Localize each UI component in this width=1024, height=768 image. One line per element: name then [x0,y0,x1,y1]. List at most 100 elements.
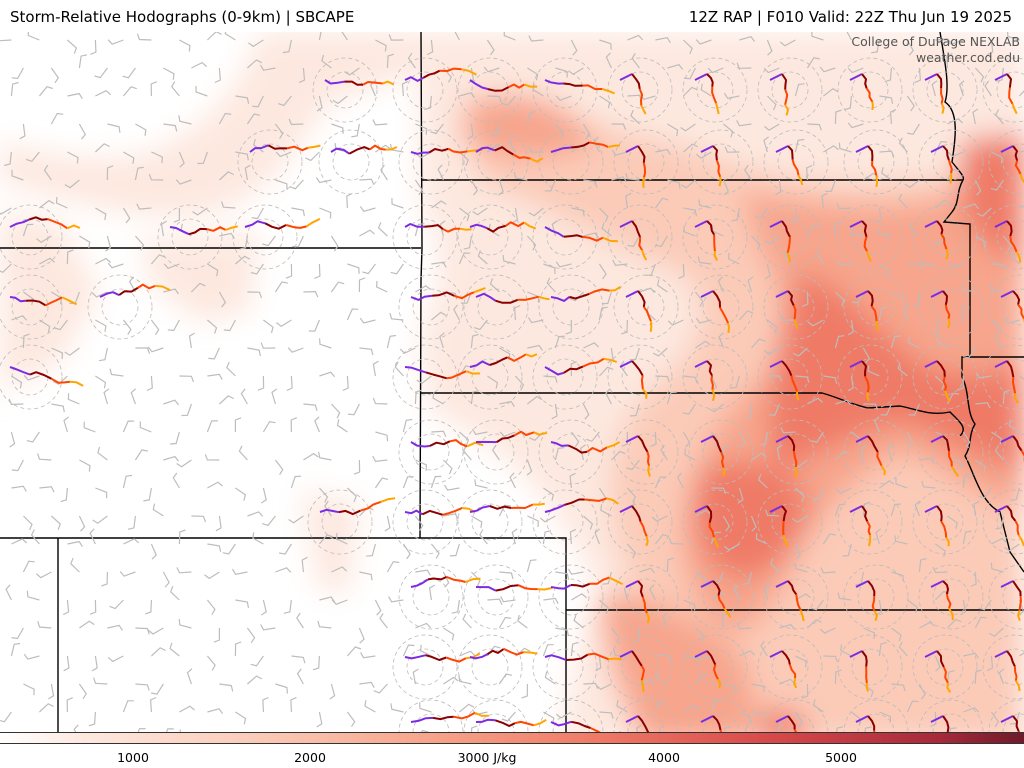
wind-barb [218,291,227,308]
wind-barb [275,567,292,573]
hodograph-trace [169,226,190,236]
hodograph-range-ring [171,218,209,256]
wind-barb [598,366,614,377]
hodograph-trace [711,389,716,402]
wind-barb [206,599,216,615]
hodograph-trace [404,654,426,660]
wind-barb [207,373,223,380]
hodograph-range-ring [621,71,659,109]
hodograph-trace [936,73,943,89]
wind-barb [802,291,809,307]
wind-barb [491,444,500,461]
wind-barb [431,430,447,438]
wind-barb [754,207,768,219]
wind-barb [526,111,537,125]
wind-barb [135,627,150,635]
hodograph-trace [382,80,394,86]
wind-barb [483,66,500,73]
wind-barb [95,319,107,332]
wind-barb [359,317,376,324]
wind-barb [176,459,192,468]
map-panel[interactable]: College of DuPage NEXLAB weather.cod.edu [0,32,1024,744]
hodograph-trace [619,73,633,81]
hodograph-trace [410,294,433,301]
hodograph-trace [849,360,863,368]
hodograph-trace [45,296,63,307]
hodograph-range-ring [1002,578,1024,616]
hodograph-range-ring [552,288,590,326]
wind-barb [710,375,718,392]
wind-barb [621,432,628,447]
hodograph-trace [924,505,938,513]
wind-barb [288,118,304,126]
hodograph-trace [47,218,68,230]
hodograph-trace [442,507,463,516]
wind-barb [502,254,516,265]
wind-barb [26,431,40,443]
wind-barb [163,123,178,132]
hodograph-trace [700,580,714,588]
hodograph-trace [637,715,650,734]
map-canvas[interactable] [0,32,1024,744]
hodograph-trace [582,235,604,242]
wind-barb [655,654,671,661]
hodograph-trace [994,650,1008,658]
hodograph-trace [712,715,722,731]
hodograph-range-ring [771,503,809,541]
wind-barb [260,599,267,616]
hodograph-trace [631,220,642,238]
wind-barb [897,362,908,377]
wind-barb [278,543,292,555]
hodograph-trace [868,535,872,547]
wind-barb [813,487,824,500]
wind-barb [625,192,632,209]
hodograph-range-ring [857,433,895,471]
hodograph-range-ring [851,648,889,686]
wind-barb [906,39,914,56]
wind-barb [431,261,447,268]
hodograph-range-ring [251,143,289,181]
hodograph-trace [631,650,643,667]
hodograph-range-ring [843,129,909,195]
wind-barb [143,487,152,502]
hodograph-trace [865,666,868,684]
hodograph-trace [775,290,789,298]
hodograph-trace [712,435,723,453]
wind-barb [257,375,265,391]
hodograph-trace [529,157,544,163]
hodograph-trace [640,105,647,115]
hodograph-trace [723,607,732,618]
wind-barb [555,67,568,78]
wind-barb [990,562,1004,573]
wind-barb [694,291,704,307]
wind-barb [946,53,953,69]
wind-barb [722,515,731,532]
wind-barb [819,627,836,634]
wind-barb [83,421,96,433]
wind-barb [935,543,946,557]
wind-barb [149,696,157,713]
wind-barb [215,515,222,532]
wind-barb [836,258,852,266]
hodograph-trace [425,654,447,661]
wind-barb [250,263,264,275]
wind-barb [736,120,752,127]
wind-barb [11,169,24,181]
hodograph-trace [713,536,720,548]
wind-barb [123,538,140,545]
wind-barb [639,287,656,294]
wind-barb [807,319,824,327]
wind-barb [388,34,404,41]
hodograph-trace [544,366,565,376]
wind-barb [107,39,124,45]
wind-barb [415,285,431,293]
wind-barb [39,257,55,265]
hodograph-trace [586,446,608,453]
hodograph-range-ring [851,71,889,109]
wind-barb [394,361,404,377]
wind-barb [487,375,499,389]
hodograph-trace [866,520,872,536]
wind-barb [8,398,24,406]
hodograph-trace [930,145,944,153]
wind-barb [136,33,152,41]
